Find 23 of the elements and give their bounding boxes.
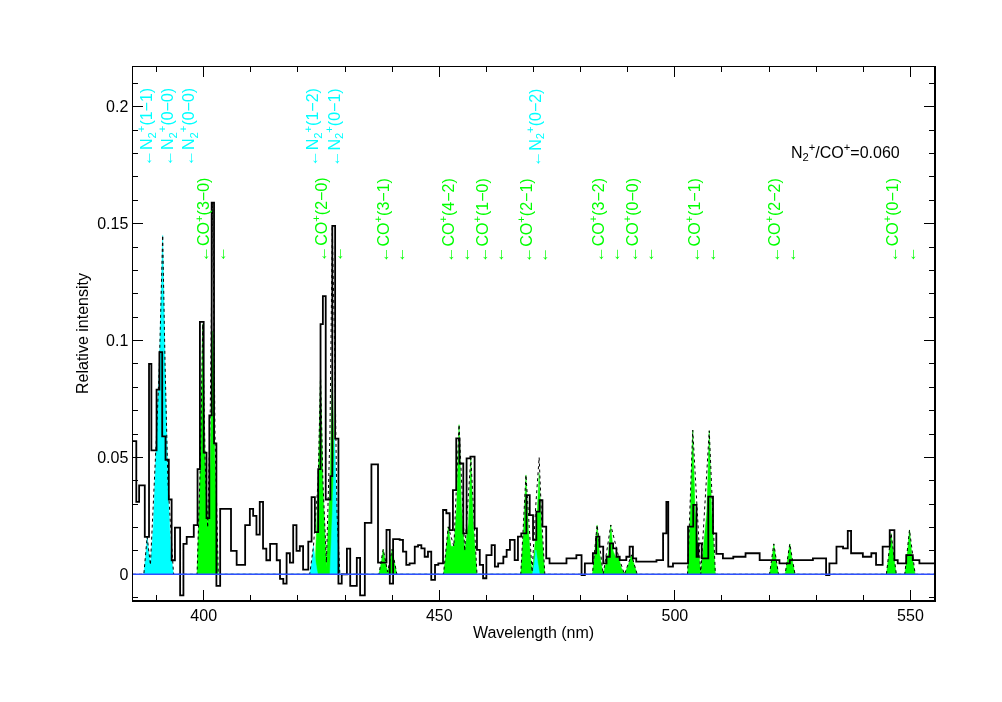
y-tick-label: 0 (119, 565, 129, 583)
annotation: ← (605, 246, 623, 263)
y-tick-label: 0.15 (97, 215, 129, 233)
y-tick-label: 0.1 (106, 332, 129, 350)
annotation: ← (456, 246, 474, 263)
annotation: ← (901, 246, 919, 263)
annotation: N$_{2}$$^{+}$/CO$^{+}$=0.060 (791, 141, 900, 164)
annotation: ← (211, 245, 229, 262)
x-tick-label: 450 (425, 606, 453, 624)
x-axis-title: Wavelength (nm) (472, 624, 595, 642)
annotation: ← (639, 246, 657, 263)
x-tick-label: 400 (190, 606, 218, 624)
x-tick-label: 500 (661, 606, 689, 624)
annotation: ← (534, 246, 552, 263)
y-axis-title: Relative intensity (74, 273, 92, 394)
annotation: ← (391, 246, 409, 263)
y-tick-label: 0.05 (97, 449, 129, 466)
annotation: ← (702, 246, 720, 263)
annotation: ← (782, 246, 800, 263)
y-tick-label: 0.2 (106, 98, 129, 116)
annotation: ← (490, 246, 508, 263)
annotation: ← (329, 245, 347, 262)
x-tick-label: 550 (897, 606, 924, 624)
